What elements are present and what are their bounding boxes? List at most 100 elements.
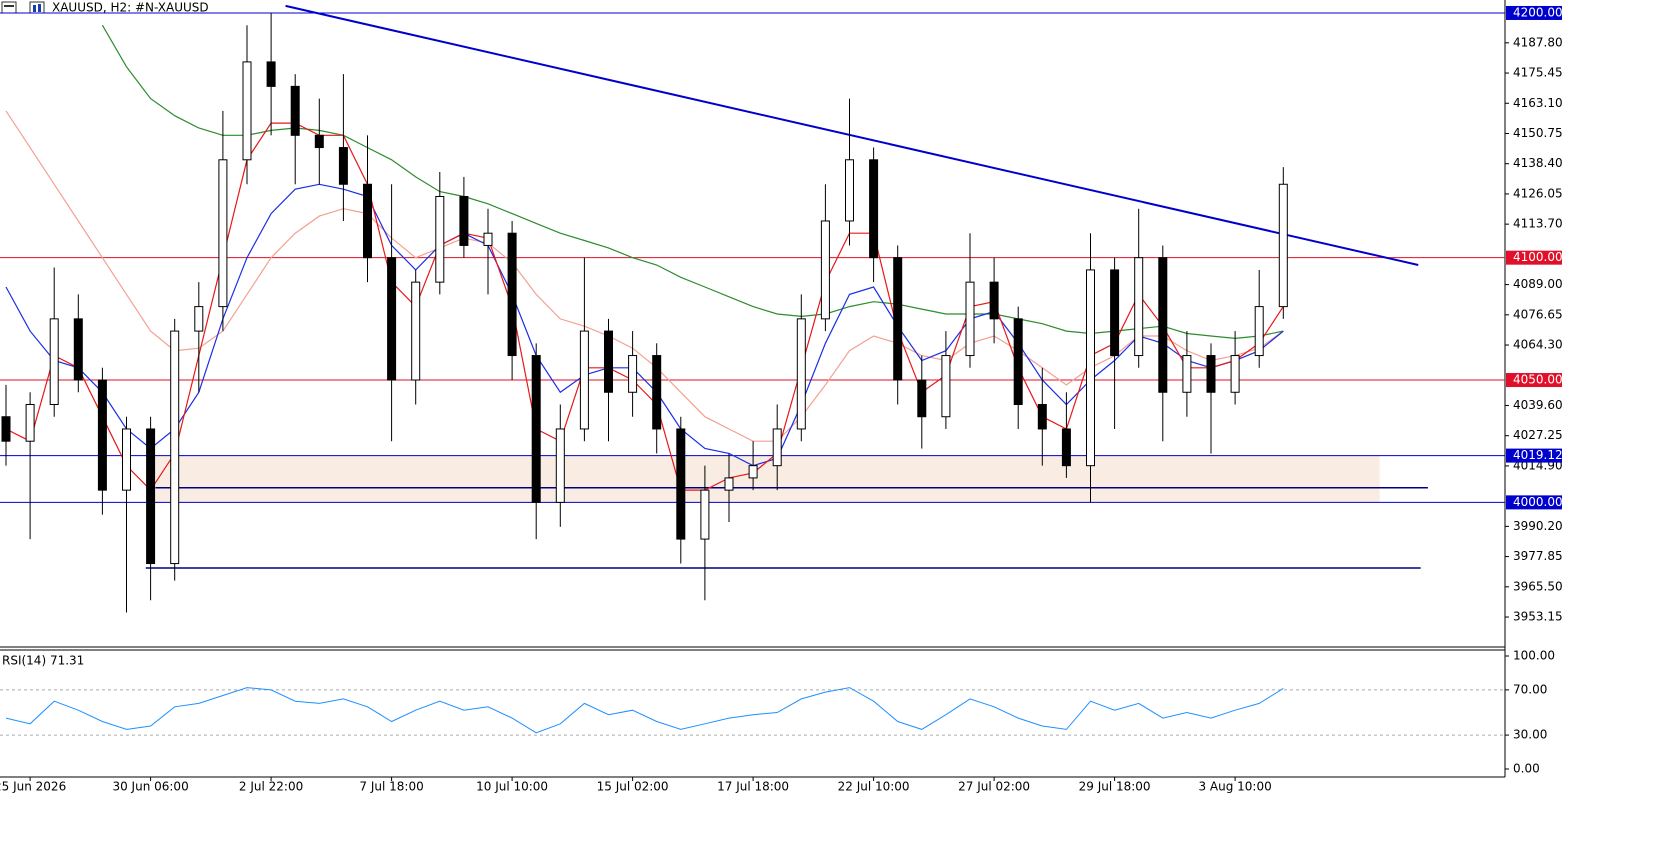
candle-body [820,220,830,320]
y-tick-label: 4126.05 [1513,186,1563,200]
level-label-box [1506,448,1562,463]
candle-body [170,330,180,565]
x-tick-label: 29 Jul 18:00 [1079,780,1151,794]
candle-body [579,330,589,430]
candle-body [1061,428,1071,467]
y-tick-label: 4113.70 [1513,217,1563,231]
x-tick-label: 25 Jun 2026 [0,780,66,794]
level-label-box [1506,495,1562,510]
candle-body [869,159,879,259]
level-label: 4000.00 [1513,495,1563,509]
candle-body [194,306,204,332]
candle-body [700,489,710,540]
y-tick-label: 3990.20 [1513,519,1563,533]
candle-body [25,403,35,442]
candle-body [49,318,59,405]
candle-body [1230,355,1240,393]
trend-line [285,4,1419,266]
candle-body [893,257,903,381]
y-tick-label: 4027.25 [1513,428,1563,442]
candle-body [435,195,445,283]
price-panel [0,4,1505,613]
candle-body [1,416,11,442]
axes: 4187.80 4175.45 4163.10 4150.75 4138.40 4126.… [0,5,1563,793]
candle-body [941,355,951,418]
y-tick-label: 3953.15 [1513,610,1563,624]
candle-body [483,232,493,246]
y-tick-label: 4089.00 [1513,277,1563,291]
candle-body [507,232,517,357]
candle-body [1110,269,1120,357]
candle-body [242,61,252,161]
x-tick-label: 3 Aug 10:00 [1198,780,1271,794]
icon [1,1,17,14]
rsi-tick-label: 30.00 [1513,728,1547,742]
candle-body [531,355,541,503]
x-tick-label: 22 Jul 10:00 [838,780,910,794]
y-tick-label: 4150.75 [1513,126,1563,140]
candle-body [218,159,228,308]
candle-body [652,355,662,430]
candle-body [146,428,156,565]
level-label-box [1506,250,1562,265]
icon [38,4,41,12]
y-tick-label: 4163.10 [1513,96,1563,110]
y-tick-label: 3977.85 [1513,549,1563,563]
candle-body [604,330,613,393]
rsi-line [5,687,1284,734]
candle-body [73,318,83,381]
level-label-box [1506,373,1562,388]
candle-body [845,159,854,222]
y-tick-label: 4064.30 [1513,338,1563,352]
y-tick-label: 4175.45 [1513,66,1563,80]
level-label: 4019.12 [1513,448,1563,462]
candle-body [748,465,758,479]
y-tick-label: 4138.40 [1513,156,1563,170]
moving-average [5,183,1284,467]
y-tick-label: 4076.65 [1513,307,1563,321]
y-tick-label: 4039.60 [1513,398,1563,412]
moving-average [5,110,1284,442]
y-tick-label: 4187.80 [1513,35,1563,49]
rsi-tick-label: 0.00 [1513,761,1540,775]
x-tick-label: 15 Jul 02:00 [597,780,669,794]
x-tick-label: 2 Jul 22:00 [239,780,303,794]
level-label: 4100.00 [1513,250,1563,264]
level-label: 4200.00 [1513,5,1563,19]
chart-title: XAUUSD, H2: #N-XAUUSD [52,1,209,15]
rsi-tick-label: 70.00 [1513,682,1547,696]
candle-body [1182,355,1192,393]
support-zone [155,455,1380,503]
candle-body [122,428,131,491]
candle-body [387,257,397,381]
candle-body [772,428,782,467]
icon [29,1,45,14]
candle-body [555,428,565,503]
candle-body [266,61,276,87]
candle-body [411,281,421,381]
x-tick-label: 10 Jul 10:00 [476,780,548,794]
icon [4,5,14,7]
candle-body [676,428,686,540]
candle-body [363,183,372,259]
y-tick-label: 3965.50 [1513,579,1563,593]
icon [33,5,36,12]
candle-body [1278,183,1288,308]
candle-body [1037,403,1047,430]
candle-body [1134,257,1144,357]
x-tick-label: 17 Jul 18:00 [717,780,789,794]
candle-body [1206,355,1216,393]
candle-body [290,85,300,136]
rsi-tick-label: 100.00 [1513,648,1555,662]
candle-body [628,355,638,393]
rsi-panel [0,687,1505,736]
candle-body [917,379,927,418]
candle-body [1013,318,1023,405]
x-tick-label: 27 Jul 02:00 [958,780,1030,794]
candle-body [1158,257,1168,393]
candle-body [989,281,999,320]
candle-body [338,147,348,185]
